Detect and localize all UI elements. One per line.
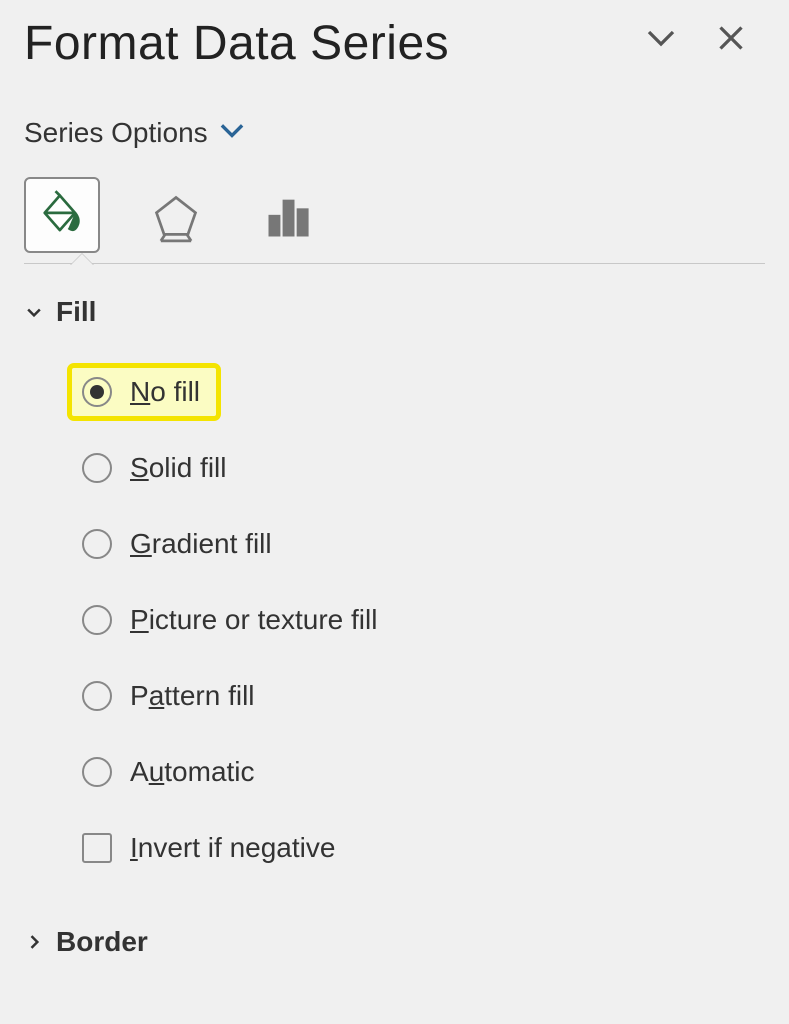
series-options-dropdown[interactable]: Series Options [24, 117, 765, 149]
fill-section-title: Fill [56, 296, 96, 328]
effects-tab[interactable] [140, 181, 212, 253]
fill-section: Fill No fill Solid fill Gradient fill Pi… [24, 296, 765, 872]
fill-option-pattern-fill[interactable]: Pattern fill [72, 672, 271, 720]
border-section: Border [24, 926, 765, 958]
format-data-series-pane: Format Data Series Series Options [0, 0, 789, 958]
fill-and-line-tab[interactable] [24, 177, 100, 253]
option-label: Gradient fill [130, 528, 272, 560]
chevron-down-icon [24, 302, 44, 322]
fill-option-picture-texture-fill[interactable]: Picture or texture fill [72, 596, 393, 644]
radio-icon [82, 529, 112, 559]
option-label: Solid fill [130, 452, 227, 484]
option-label: No fill [130, 376, 200, 408]
tab-divider [24, 263, 765, 264]
border-section-header[interactable]: Border [24, 926, 765, 958]
option-label: Picture or texture fill [130, 604, 377, 636]
radio-icon [82, 681, 112, 711]
chevron-down-icon [218, 122, 246, 145]
selected-tab-pointer [70, 254, 94, 266]
close-icon[interactable] [713, 20, 749, 61]
pane-header-controls [643, 20, 749, 61]
pane-title: Format Data Series [24, 16, 449, 71]
fill-option-automatic[interactable]: Automatic [72, 748, 271, 796]
border-section-title: Border [56, 926, 148, 958]
chevron-right-icon [24, 932, 44, 952]
radio-icon [82, 757, 112, 787]
pane-header: Format Data Series [24, 12, 765, 77]
radio-icon [82, 453, 112, 483]
series-options-tab[interactable] [252, 181, 324, 253]
fill-option-gradient-fill[interactable]: Gradient fill [72, 520, 288, 568]
checkbox-icon [82, 833, 112, 863]
fill-option-no-fill[interactable]: No fill [72, 368, 216, 416]
fill-options-list: No fill Solid fill Gradient fill Picture… [72, 368, 765, 872]
radio-icon [82, 377, 112, 407]
option-label: Invert if negative [130, 832, 335, 864]
fill-option-invert-if-negative[interactable]: Invert if negative [72, 824, 351, 872]
radio-icon [82, 605, 112, 635]
series-options-label: Series Options [24, 117, 208, 149]
collapse-icon[interactable] [643, 20, 679, 61]
option-label: Pattern fill [130, 680, 255, 712]
fill-option-solid-fill[interactable]: Solid fill [72, 444, 243, 492]
option-label: Automatic [130, 756, 255, 788]
format-category-tabs [24, 177, 765, 263]
fill-section-header[interactable]: Fill [24, 296, 765, 328]
